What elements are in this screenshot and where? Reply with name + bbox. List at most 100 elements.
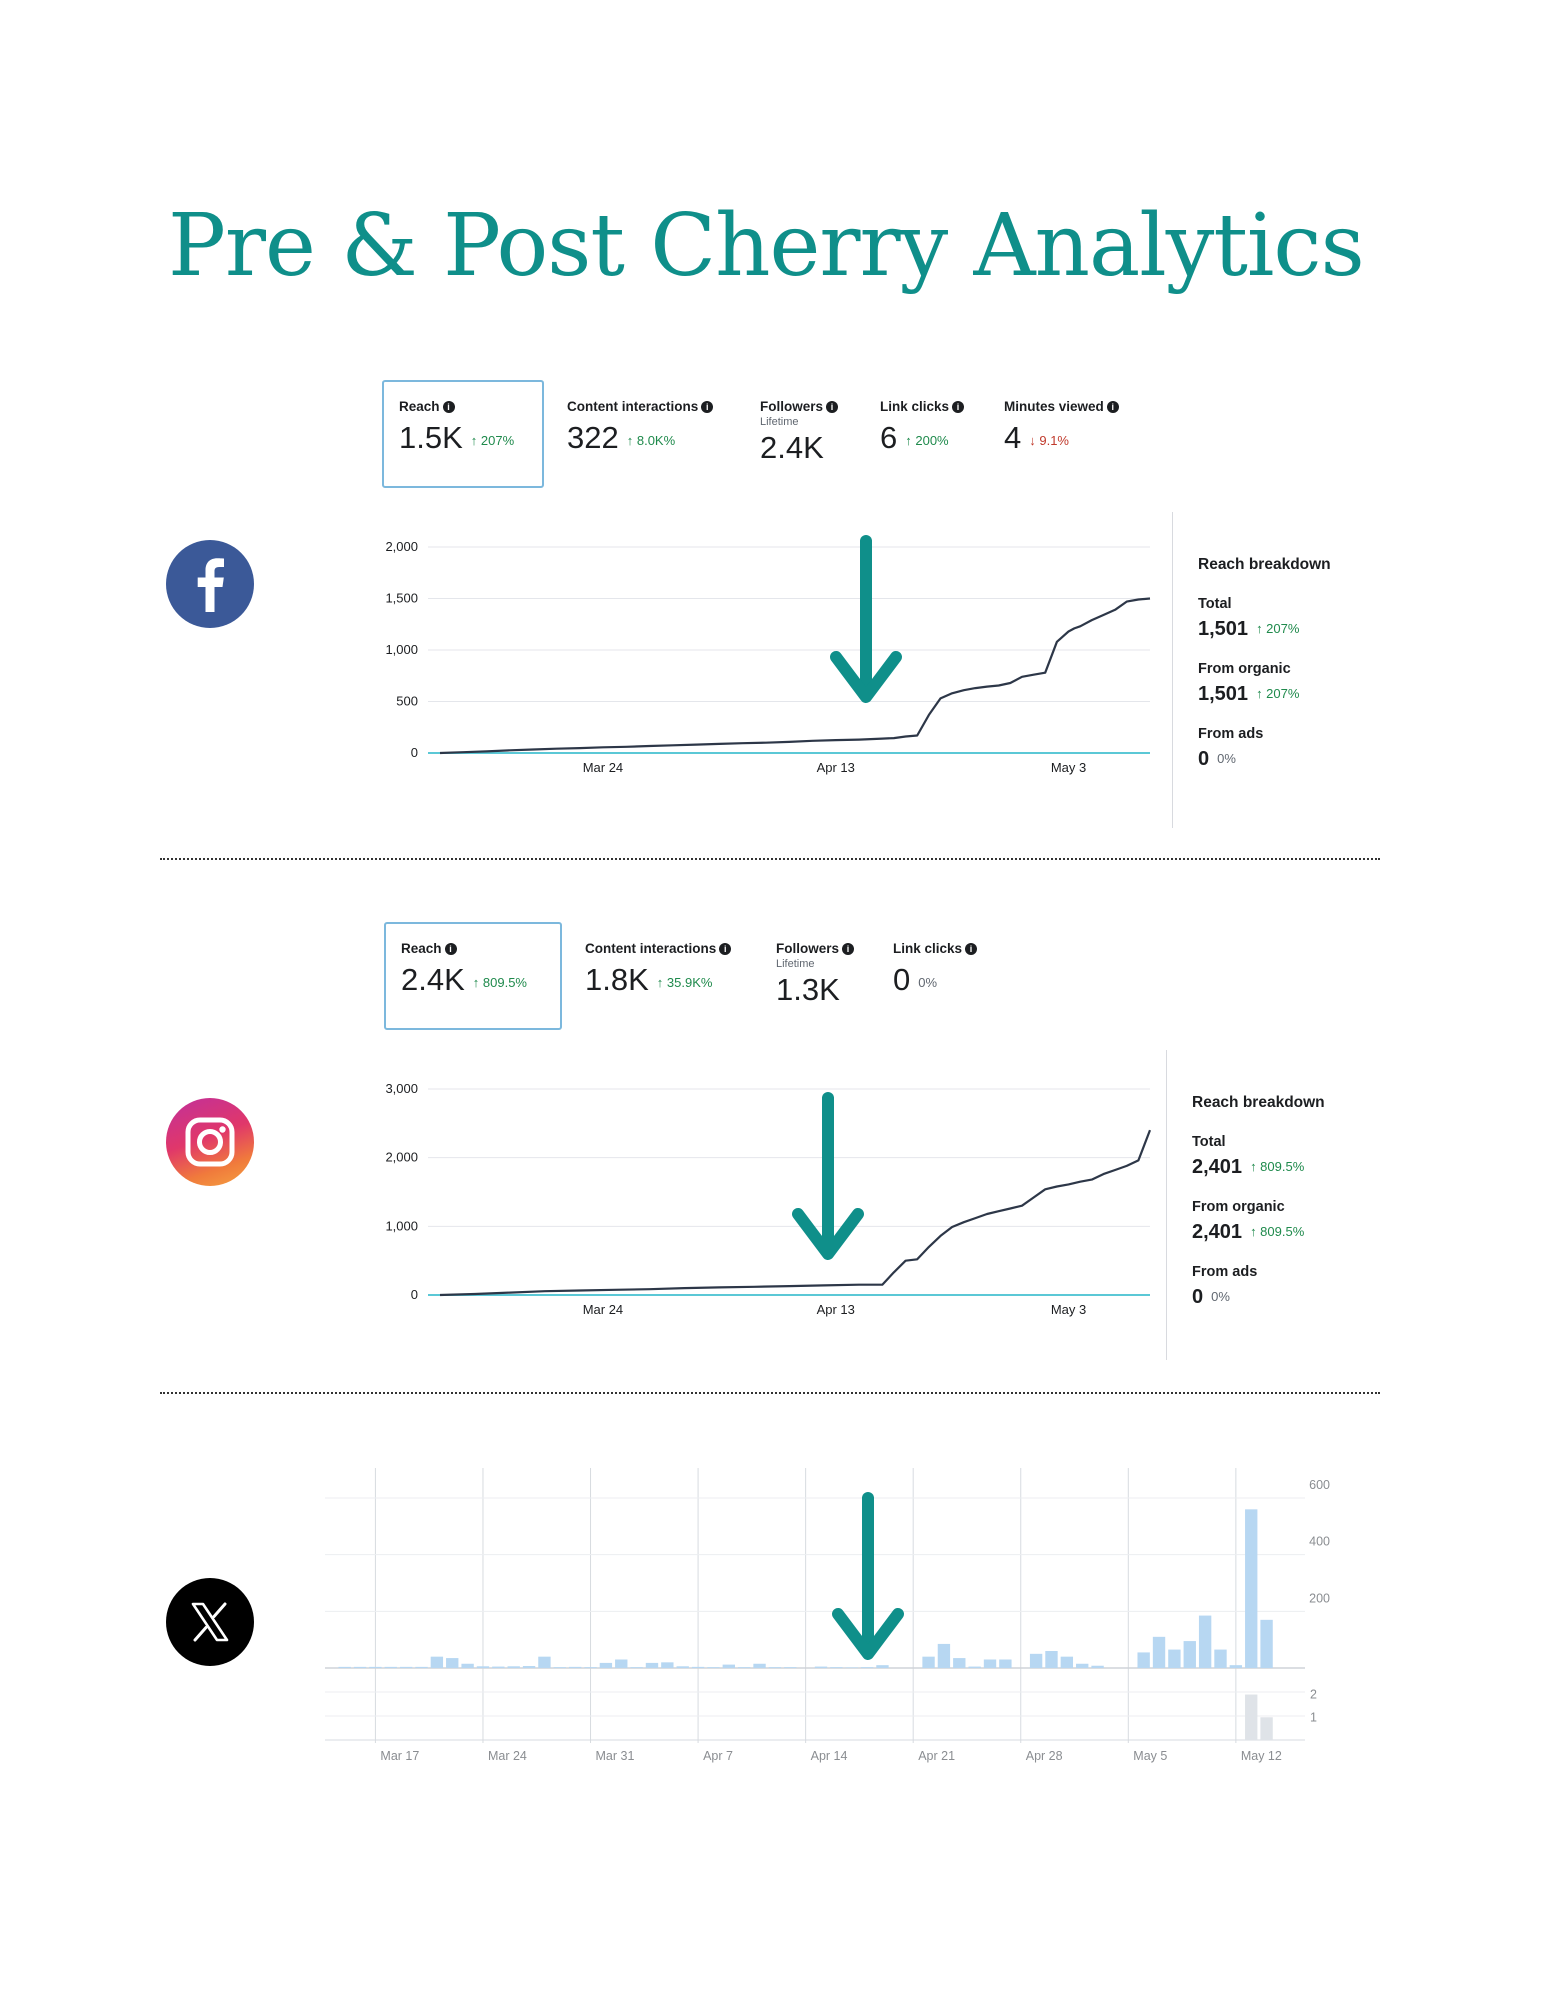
breakdown-organic-value: 2,401 bbox=[1192, 1221, 1243, 1243]
x-tick-label: May 5 bbox=[1133, 1749, 1167, 1763]
x-tick-label: Mar 24 bbox=[583, 1302, 623, 1317]
metric-value: 4 bbox=[1004, 420, 1022, 455]
impression-bar bbox=[860, 1667, 874, 1668]
impression-bar bbox=[1198, 1615, 1212, 1668]
impression-bar bbox=[1168, 1649, 1181, 1668]
impression-bar bbox=[492, 1666, 505, 1668]
reach-series-line bbox=[439, 597, 1151, 755]
impression-bar bbox=[1245, 1509, 1258, 1668]
facebook-icon bbox=[166, 540, 254, 628]
impression-bar bbox=[691, 1666, 705, 1668]
impression-bar bbox=[968, 1666, 981, 1668]
impression-bar bbox=[722, 1664, 735, 1668]
metric-card-followers[interactable]: Followers i Lifetime 1.3K bbox=[776, 941, 855, 1008]
x-logo-icon bbox=[166, 1578, 254, 1666]
impression-bar bbox=[430, 1656, 444, 1668]
impression-bar bbox=[753, 1663, 766, 1668]
breakdown-organic-label: From organic bbox=[1198, 661, 1291, 677]
x-tick-label: Mar 31 bbox=[596, 1749, 635, 1763]
metric-card-link-clicks[interactable]: Link clicks i 0 0% bbox=[893, 941, 978, 998]
metric-label: Minutes viewed bbox=[1004, 399, 1104, 414]
impression-bar bbox=[1214, 1649, 1227, 1668]
info-icon: i bbox=[842, 943, 855, 955]
secondary-bar bbox=[1260, 1717, 1273, 1740]
metric-label: Link clicks bbox=[880, 399, 950, 414]
impression-bar bbox=[369, 1666, 382, 1668]
impression-bar bbox=[1029, 1653, 1043, 1668]
impression-bar bbox=[707, 1667, 720, 1668]
impression-bar bbox=[507, 1666, 520, 1668]
reach-series-line bbox=[439, 1129, 1152, 1297]
metric-value: 0 bbox=[893, 962, 911, 997]
metric-card-reach[interactable]: Reach i 1.5K ↑ 207% bbox=[382, 380, 544, 488]
impression-bar bbox=[661, 1662, 674, 1668]
y-tick-label: 1,500 bbox=[385, 591, 418, 606]
instagram-reach-breakdown: Reach breakdown Total 2,401 ↑ 809.5% From… bbox=[1166, 1050, 1325, 1360]
info-icon: i bbox=[442, 401, 455, 413]
impression-bar bbox=[937, 1643, 951, 1668]
metric-card-content-interactions[interactable]: Content interactions i 1.8K ↑ 35.9K% bbox=[585, 941, 732, 998]
breakdown-title: Reach breakdown bbox=[1192, 1094, 1325, 1111]
metric-change: 0% bbox=[918, 975, 938, 990]
breakdown-total-label: Total bbox=[1192, 1134, 1226, 1150]
metric-sublabel: Lifetime bbox=[760, 416, 799, 428]
secondary-bar bbox=[1245, 1694, 1258, 1740]
facebook-reach-chart: 0 500 1,000 1,500 2,000 Mar 24 Apr 13 May 3 bbox=[385, 539, 1151, 775]
y-tick-label: 0 bbox=[411, 1287, 418, 1302]
impression-bar bbox=[1152, 1636, 1166, 1668]
metric-change: ↑ 207% bbox=[470, 433, 515, 448]
metric-card-minutes-viewed[interactable]: Minutes viewed i 4 ↓ 9.1% bbox=[1004, 399, 1119, 456]
arrow-down-icon bbox=[792, 1092, 864, 1260]
info-icon: i bbox=[1106, 401, 1119, 413]
impression-bar bbox=[584, 1667, 597, 1668]
impression-bar bbox=[399, 1666, 413, 1668]
impression-bar bbox=[1091, 1665, 1104, 1668]
y-tick-label: 3,000 bbox=[385, 1081, 418, 1096]
y-tick-label: 1,000 bbox=[385, 642, 418, 657]
impression-bar bbox=[353, 1666, 367, 1668]
impression-bar bbox=[1045, 1651, 1058, 1668]
metric-value: 1.8K bbox=[585, 962, 649, 997]
info-icon: i bbox=[965, 943, 978, 955]
metric-value: 1.3K bbox=[776, 972, 840, 1007]
y-tick-label: 500 bbox=[396, 694, 418, 709]
secondary-y-tick-label: 2 bbox=[1310, 1688, 1317, 1702]
x-tick-label: Apr 14 bbox=[811, 1749, 848, 1763]
x-tick-label: May 3 bbox=[1051, 760, 1086, 775]
x-tick-label: Apr 13 bbox=[817, 760, 855, 775]
metric-value: 6 bbox=[880, 420, 898, 455]
impression-bar bbox=[999, 1659, 1012, 1668]
impression-bar bbox=[599, 1662, 613, 1668]
x-tick-label: May 3 bbox=[1051, 1302, 1086, 1317]
breakdown-ads-label: From ads bbox=[1192, 1264, 1258, 1280]
impression-bar bbox=[538, 1656, 551, 1668]
y-tick-label: 2,000 bbox=[385, 539, 418, 554]
impression-bar bbox=[1076, 1663, 1089, 1668]
metric-card-followers[interactable]: Followers i Lifetime 2.4K bbox=[760, 399, 839, 466]
breakdown-organic-value: 1,501 bbox=[1198, 683, 1249, 705]
breakdown-ads-change: 0% bbox=[1211, 1289, 1230, 1304]
impression-bar bbox=[784, 1667, 797, 1668]
x-tick-label: Apr 28 bbox=[1026, 1749, 1063, 1763]
metric-label: Reach bbox=[401, 941, 442, 956]
metric-card-link-clicks[interactable]: Link clicks i 6 ↑ 200% bbox=[880, 399, 965, 456]
section-divider bbox=[160, 858, 1380, 860]
impression-bar bbox=[415, 1666, 428, 1668]
impression-bar bbox=[446, 1658, 459, 1668]
metric-label: Content interactions bbox=[567, 399, 699, 414]
metric-card-reach[interactable]: Reach i 2.4K ↑ 809.5% bbox=[384, 922, 562, 1030]
metric-card-content-interactions[interactable]: Content interactions i 322 ↑ 8.0K% bbox=[567, 399, 714, 456]
breakdown-organic-label: From organic bbox=[1192, 1199, 1285, 1215]
instagram-icon bbox=[166, 1098, 254, 1186]
impression-bar bbox=[922, 1656, 935, 1668]
info-icon: i bbox=[719, 943, 732, 955]
metric-change: ↓ 9.1% bbox=[1029, 433, 1069, 448]
x-tick-label: Mar 17 bbox=[380, 1749, 419, 1763]
y-tick-label: 200 bbox=[1309, 1591, 1330, 1605]
breakdown-ads-change: 0% bbox=[1217, 751, 1236, 766]
x-tick-label: Apr 7 bbox=[703, 1749, 733, 1763]
metric-label: Followers bbox=[776, 941, 840, 956]
metric-change: ↑ 35.9K% bbox=[656, 975, 713, 990]
breakdown-organic-change: ↑ 207% bbox=[1256, 686, 1300, 701]
facebook-reach-breakdown: Reach breakdown Total 1,501 ↑ 207% From o… bbox=[1172, 512, 1331, 828]
